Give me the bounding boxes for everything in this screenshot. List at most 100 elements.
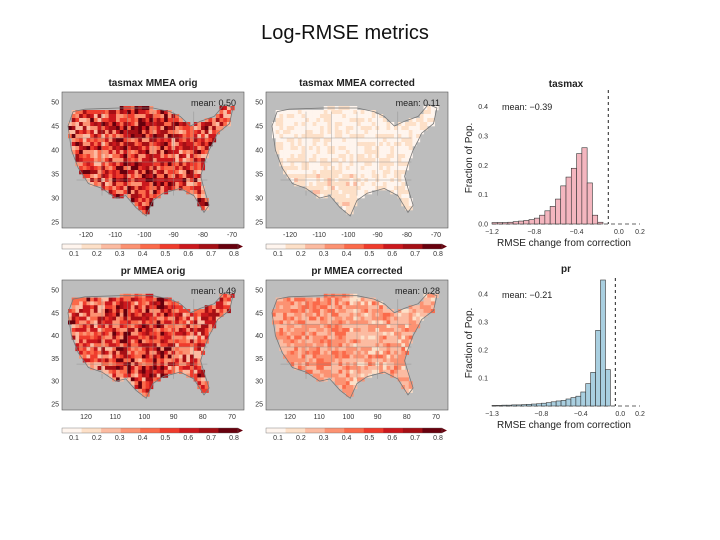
colorbar-segment xyxy=(383,428,404,433)
histogram-bar xyxy=(545,402,552,407)
histogram-bar xyxy=(512,221,519,225)
colorbar-label: 0.1 xyxy=(69,435,79,442)
colorbar-label: 0.8 xyxy=(433,251,443,258)
y-tick-label: 45 xyxy=(51,310,59,317)
colorbar-segment xyxy=(179,244,200,249)
colorbar-segment xyxy=(198,428,219,433)
colorbar-arrow xyxy=(442,428,447,433)
histogram-bar xyxy=(586,182,593,225)
mean-label: mean: 0.49 xyxy=(191,286,236,296)
histogram-bar xyxy=(533,217,540,225)
x-tick-label: −0.4 xyxy=(574,411,588,418)
colorbar-frame xyxy=(61,243,239,250)
y-tick-label: 30 xyxy=(255,379,263,386)
mean-label: mean: −0.39 xyxy=(502,102,552,112)
colorbar-segment xyxy=(422,428,443,433)
colorbar-arrow xyxy=(238,428,243,433)
histogram-bar xyxy=(597,221,604,225)
x-tick-label: 120 xyxy=(80,414,92,421)
state-borders xyxy=(76,299,208,379)
colorbar-label: 0.1 xyxy=(273,251,283,258)
colorbar-segment xyxy=(383,244,404,249)
y-tick-label: 0.4 xyxy=(478,292,488,299)
histogram-bar xyxy=(507,221,514,225)
map-raster xyxy=(272,293,439,397)
y-tick-label: 50 xyxy=(255,100,263,107)
colorbar-label: 0.4 xyxy=(138,435,148,442)
y-tick-label: 0.2 xyxy=(478,348,488,355)
colorbar-frame xyxy=(265,243,443,250)
mean-label: mean: 0.50 xyxy=(191,98,236,108)
histogram-bar xyxy=(565,176,572,225)
x-tick-label: 0.2 xyxy=(635,411,645,418)
x-tick-label: −1.3 xyxy=(485,411,499,418)
colorbar-label: 0.7 xyxy=(410,251,420,258)
map-panel: pr MMEA corrected mean: 0.28 50 45 40 35 30 25 1… xyxy=(255,266,449,442)
colorbar-label: 0.8 xyxy=(229,435,239,442)
colorbar-label: 0.2 xyxy=(92,435,102,442)
x-tick-label: -80 xyxy=(402,232,412,239)
y-tick-label: 35 xyxy=(51,356,59,363)
histogram-bar xyxy=(501,404,508,407)
colorbar-segment xyxy=(140,244,161,249)
histogram-bar xyxy=(600,279,606,407)
y-tick-label: 35 xyxy=(255,172,263,179)
histogram-bar xyxy=(491,405,498,407)
histogram-bar xyxy=(575,395,582,407)
colorbar-segment xyxy=(305,428,325,433)
histogram-bar xyxy=(592,214,599,225)
x-tick-label: 100 xyxy=(139,414,151,421)
histogram-bar xyxy=(595,330,601,407)
x-tick-label: 0.0 xyxy=(614,229,624,236)
y-tick-label: 40 xyxy=(255,333,263,340)
colorbar-segment xyxy=(266,244,286,249)
us-outline xyxy=(67,291,234,399)
y-tick-label: 25 xyxy=(255,220,263,227)
y-tick-label: 0.1 xyxy=(478,192,488,199)
colorbar-label: 0.4 xyxy=(342,435,352,442)
x-tick-label: 120 xyxy=(284,414,296,421)
colorbar-segment xyxy=(363,428,384,433)
colorbar: 0.1 0.2 0.3 0.4 0.5 0.6 0.7 0.8 xyxy=(265,427,447,442)
map-title: tasmax MMEA corrected xyxy=(299,78,415,89)
colorbar-arrow xyxy=(442,244,447,249)
map-title: pr MMEA orig xyxy=(121,266,186,277)
map-panel: tasmax MMEA corrected mean: 0.11 50 45 40 35 3… xyxy=(255,78,449,258)
colorbar-label: 0.2 xyxy=(296,435,306,442)
x-tick-label: 80 xyxy=(199,414,207,421)
colorbar-label: 0.8 xyxy=(433,435,443,442)
histogram-panel: pr 0.1 0.2 0.3 0.4 −1.3 −0.8 −0.4 0.0 0.2 mean: −0… xyxy=(464,264,645,431)
histogram-bar xyxy=(576,153,583,225)
histogram-bar xyxy=(528,219,535,225)
colorbar-segment xyxy=(266,428,286,433)
x-tick-label: 90 xyxy=(374,414,382,421)
x-tick-label: -70 xyxy=(227,232,237,239)
colorbar-label: 0.1 xyxy=(69,251,79,258)
histogram-bar xyxy=(544,210,551,225)
colorbar-segment xyxy=(120,244,141,249)
histogram-bar xyxy=(518,220,525,225)
colorbar-segment xyxy=(305,244,325,249)
x-tick-label: -120 xyxy=(79,232,93,239)
colorbar-label: 0.3 xyxy=(319,435,329,442)
y-tick-label: 25 xyxy=(255,402,263,409)
colorbar-label: 0.3 xyxy=(319,251,329,258)
y-tick-label: 30 xyxy=(51,196,59,203)
x-tick-label: −1.2 xyxy=(485,229,499,236)
colorbar-label: 0.4 xyxy=(342,251,352,258)
y-tick-label: 25 xyxy=(51,402,59,409)
colorbar-segment xyxy=(120,428,141,433)
colorbar-frame xyxy=(61,427,239,434)
histogram-bar xyxy=(523,220,530,225)
colorbar-segment xyxy=(218,428,239,433)
us-outline xyxy=(67,103,234,217)
x-tick-label: 110 xyxy=(314,414,325,421)
y-tick-label: 40 xyxy=(51,148,59,155)
y-tick-label: 50 xyxy=(51,288,59,295)
histogram-bar xyxy=(555,400,562,407)
histogram-bar xyxy=(502,222,509,225)
colorbar-label: 0.3 xyxy=(115,435,125,442)
colorbar-label: 0.5 xyxy=(365,251,375,258)
x-tick-label: 70 xyxy=(228,414,236,421)
